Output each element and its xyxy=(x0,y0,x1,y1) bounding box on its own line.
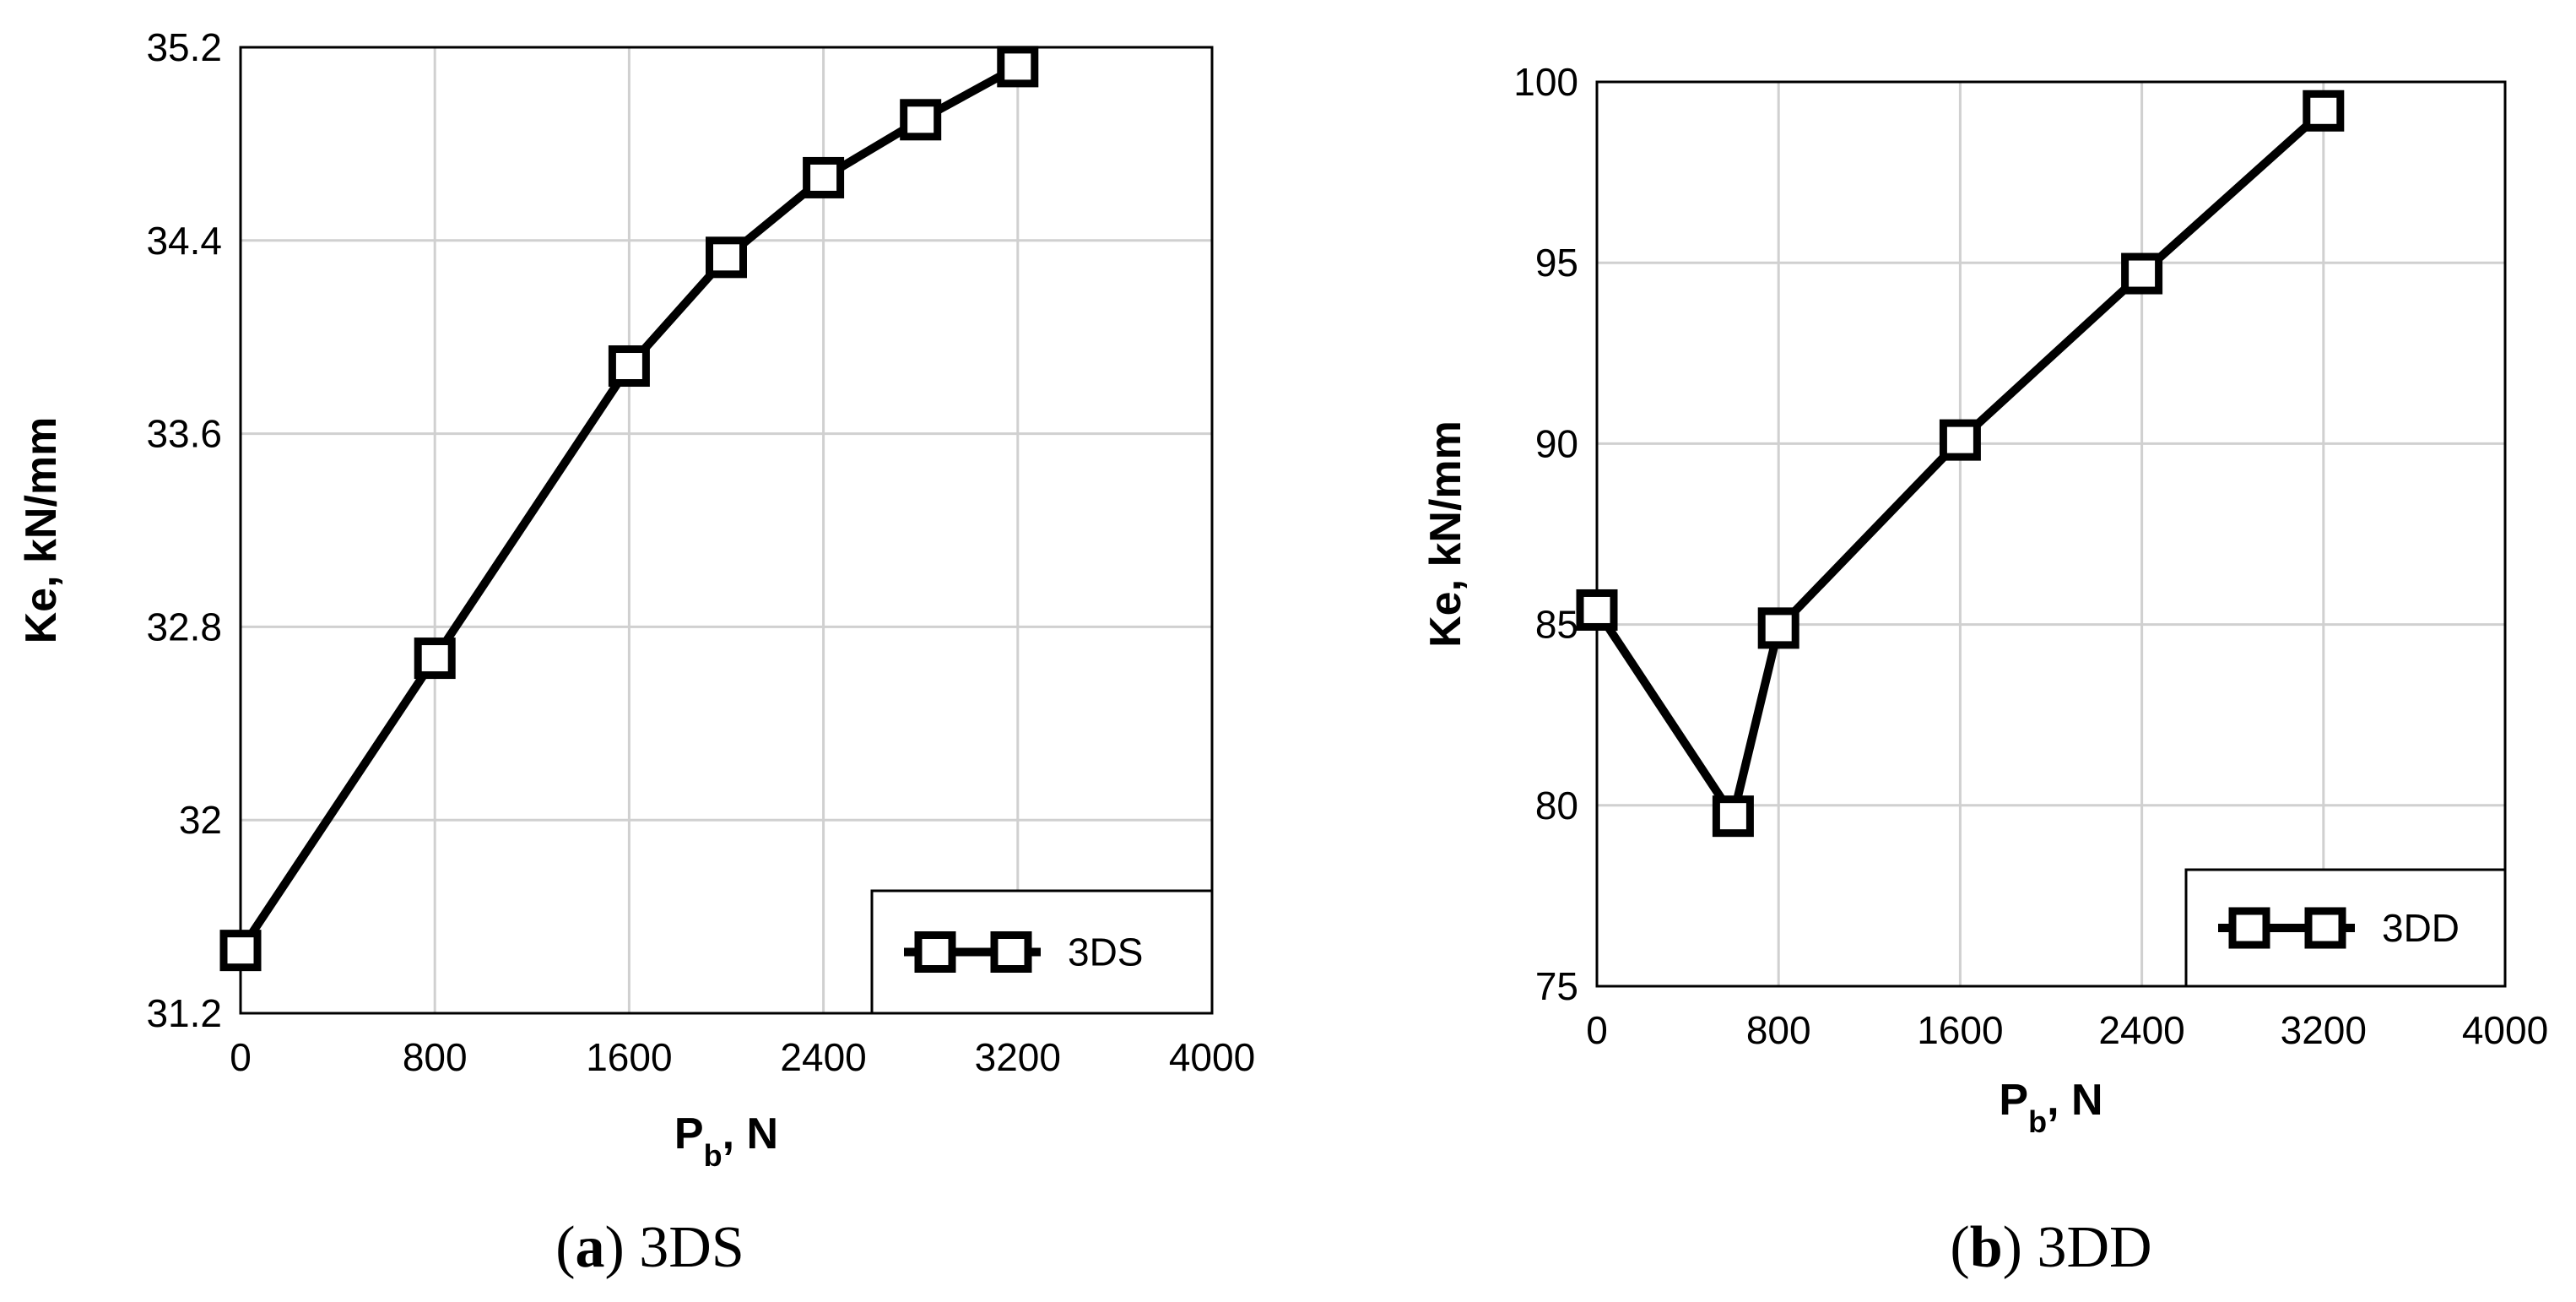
x-tick-label: 1600 xyxy=(1917,1008,2003,1052)
legend-marker xyxy=(2228,907,2270,949)
x-axis-label: Pb, N xyxy=(1999,1076,2102,1139)
chart-panel-b: 0 800 1600 2400 3200 4000 75 80 85 90 95 100 3DD Ke, … xyxy=(1421,60,2548,1280)
y-tick-label: 85 xyxy=(1535,603,1578,647)
y-tick-label: 100 xyxy=(1513,60,1578,104)
y-tick-label: 32 xyxy=(179,798,222,842)
y-tick-label: 33.6 xyxy=(146,412,222,456)
y-tick-label: 35.2 xyxy=(146,25,222,69)
y-tick-label: 34.4 xyxy=(146,219,222,263)
data-point xyxy=(1939,419,1981,461)
x-tick-label: 2400 xyxy=(780,1035,866,1079)
panel-caption: (a) 3DS xyxy=(555,1215,744,1280)
x-tick-label: 0 xyxy=(1586,1008,1608,1052)
x-tick-label: 0 xyxy=(230,1035,252,1079)
x-tick-label: 4000 xyxy=(1169,1035,1255,1079)
legend-marker xyxy=(990,931,1032,973)
data-point xyxy=(900,99,942,141)
y-tick-label: 95 xyxy=(1535,241,1578,285)
data-point xyxy=(706,236,747,279)
data-point xyxy=(803,156,845,198)
plot-area-frame xyxy=(239,46,1214,1015)
data-point xyxy=(1576,589,1618,631)
y-tick-label: 80 xyxy=(1535,784,1578,827)
y-tick-label: 32.8 xyxy=(146,605,222,648)
data-point xyxy=(608,345,650,388)
y-tick-label: 75 xyxy=(1535,964,1578,1008)
x-tick-label: 800 xyxy=(1746,1008,1811,1052)
x-tick-label: 4000 xyxy=(2462,1008,2548,1052)
x-tick-label: 2400 xyxy=(2098,1008,2184,1052)
chart-panel-a: 0 800 1600 2400 3200 4000 31.2 32 32.8 33.6 34.4 35… xyxy=(17,25,1255,1280)
data-point xyxy=(2303,90,2345,132)
series-line-3DD xyxy=(1593,107,2327,821)
plot-area-frame xyxy=(1595,80,2507,988)
panel-caption: (b) 3DD xyxy=(1950,1215,2151,1280)
data-point xyxy=(414,637,456,680)
legend-label: 3DD xyxy=(2382,906,2460,950)
y-axis-label: Ke, kN/mm xyxy=(1421,420,1470,648)
data-point xyxy=(2121,252,2163,295)
x-axis-label: Pb, N xyxy=(674,1109,778,1173)
legend-marker xyxy=(914,931,956,973)
x-tick-label: 3200 xyxy=(2281,1008,2367,1052)
x-tick-label: 3200 xyxy=(975,1035,1061,1079)
x-tick-label: 1600 xyxy=(586,1035,672,1079)
data-point xyxy=(997,46,1039,88)
data-point xyxy=(1757,607,1799,649)
data-point xyxy=(219,930,262,972)
y-axis-label: Ke, kN/mm xyxy=(17,417,66,644)
y-tick-label: 31.2 xyxy=(146,991,222,1035)
y-tick-label: 90 xyxy=(1535,421,1578,465)
x-tick-label: 800 xyxy=(403,1035,468,1079)
data-point xyxy=(1712,795,1754,838)
legend-label: 3DS xyxy=(1068,930,1143,974)
legend-marker xyxy=(2304,907,2346,949)
